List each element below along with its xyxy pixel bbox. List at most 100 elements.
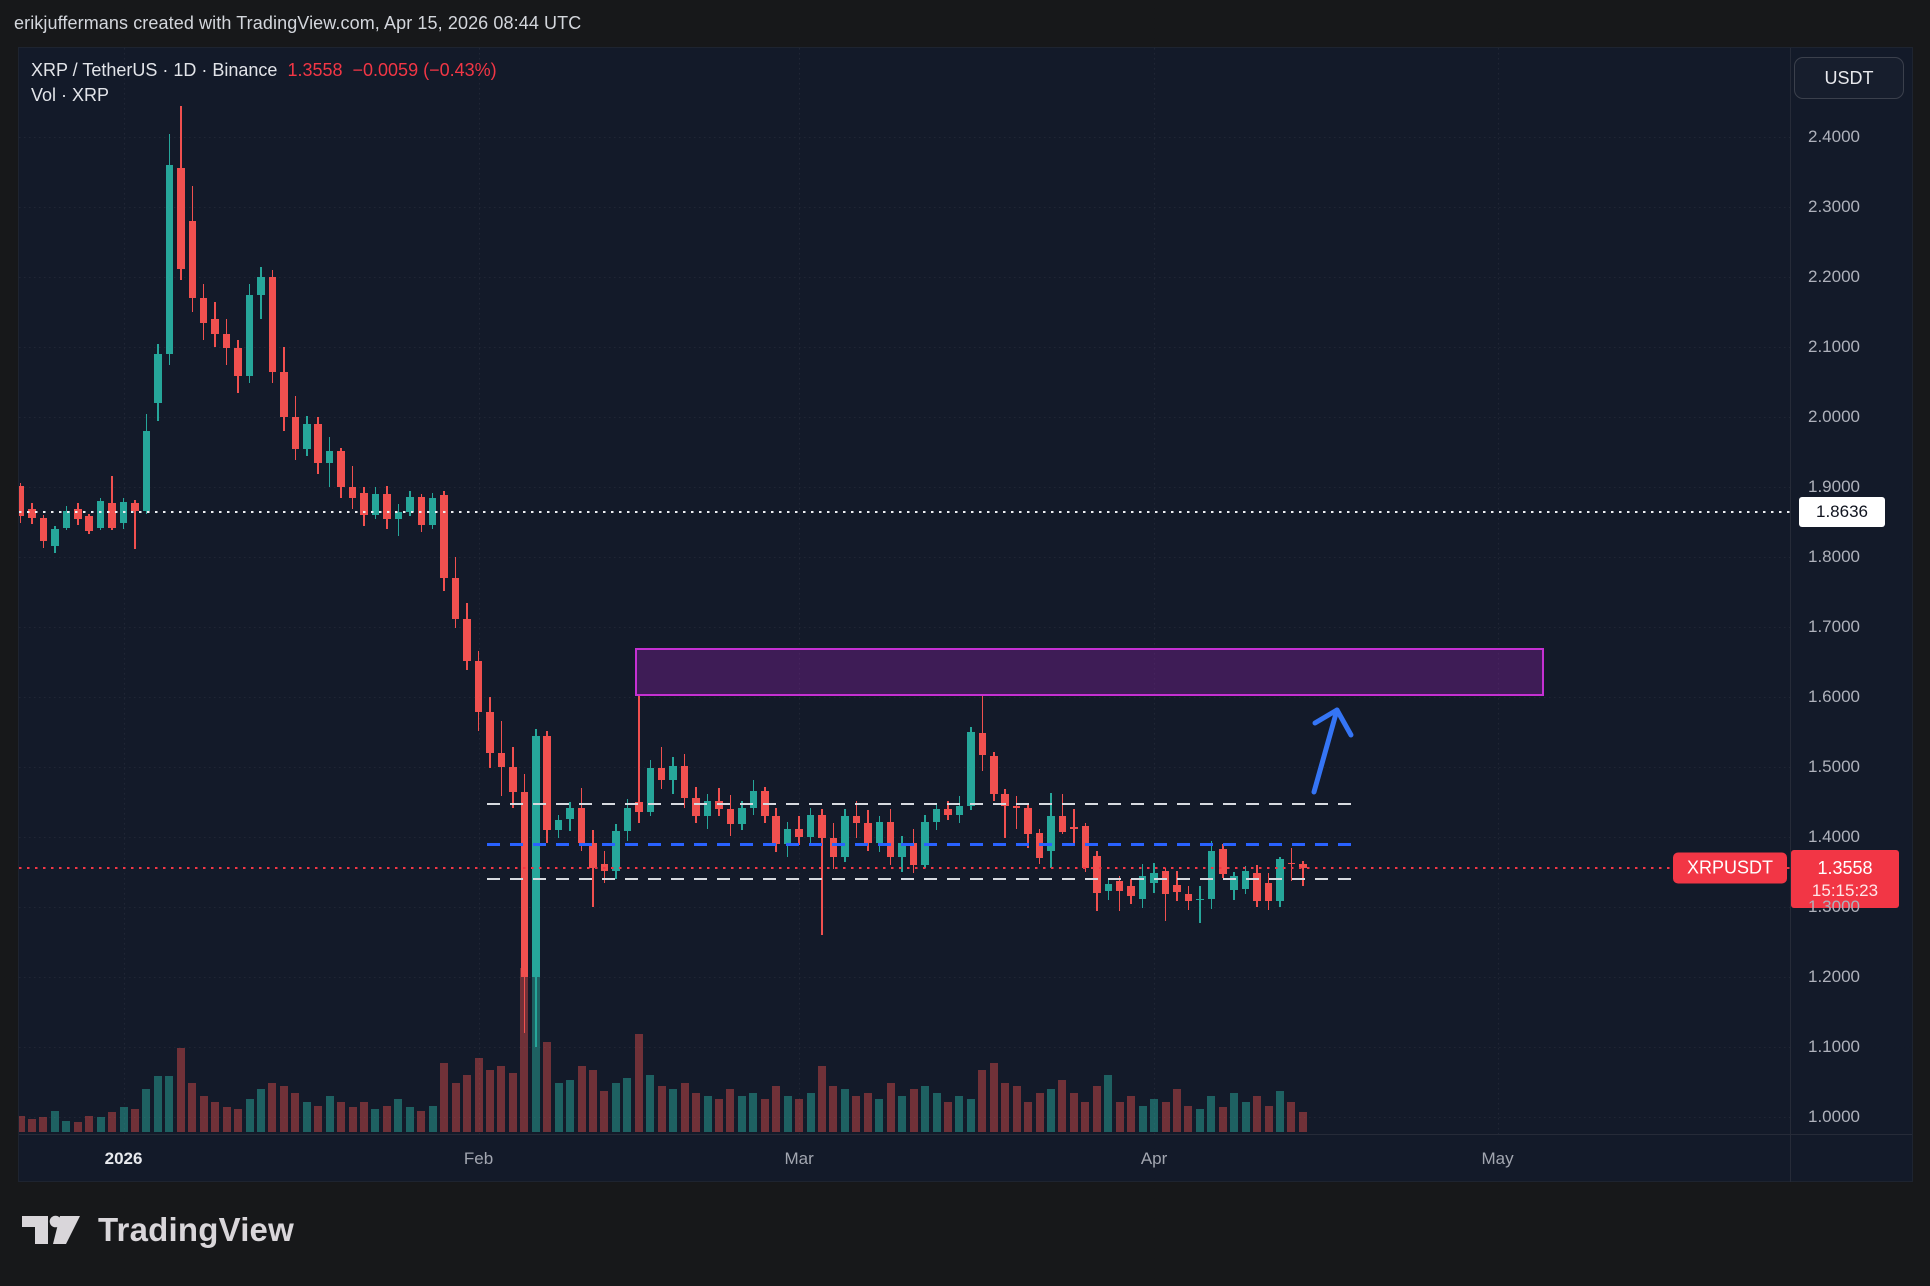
volume-bar [1218, 1107, 1227, 1132]
horizontal-gridline [19, 837, 1790, 838]
bar-countdown: 15:15:23 [1811, 880, 1879, 900]
tradingview-logo[interactable]: TradingView [22, 1208, 294, 1252]
price-tick-label: 1.3000 [1808, 897, 1860, 916]
candle-body [1241, 871, 1250, 889]
candle-body [486, 712, 494, 753]
volume-bar [806, 1092, 815, 1132]
candle-wick [134, 499, 136, 550]
volume-bar [27, 1118, 36, 1132]
legend-volume-row[interactable]: Vol · XRP [31, 83, 497, 108]
volume-bar [909, 1089, 918, 1132]
candle-body [74, 508, 82, 520]
price-level-label: 1.8636 [1799, 497, 1885, 528]
candle-body [589, 842, 597, 868]
volume-bar [1241, 1102, 1250, 1132]
volume-bar [314, 1105, 323, 1132]
candle-body [818, 814, 826, 839]
candle-body [1219, 848, 1227, 875]
dashed-level-line[interactable] [487, 803, 1359, 806]
volume-bar [863, 1092, 872, 1132]
volume-bar [657, 1086, 666, 1132]
candle-wick [1118, 875, 1121, 912]
horizontal-gridline [19, 557, 1790, 558]
candle-body [291, 417, 300, 449]
volume-bar [589, 1069, 597, 1132]
candle-body [142, 431, 151, 511]
volume-bar [646, 1074, 655, 1132]
candle-body [944, 809, 952, 815]
volume-bar [131, 1109, 139, 1132]
volume-bar [955, 1095, 964, 1132]
arrow-up-drawing[interactable] [19, 48, 1790, 1134]
volume-bar [337, 1102, 346, 1132]
candle-wick [821, 809, 823, 935]
currency-toggle-button[interactable]: USDT [1794, 57, 1904, 99]
price-tick-label: 1.9000 [1808, 477, 1860, 496]
volume-bar [302, 1102, 311, 1132]
candle-body [222, 334, 231, 349]
candle-body [703, 800, 712, 816]
volume-bar [966, 1099, 975, 1132]
price-tick-label: 1.4000 [1808, 827, 1860, 846]
candle-body [1173, 884, 1181, 892]
candle-body [417, 496, 425, 525]
time-tick-label-may: May [1481, 1148, 1514, 1168]
volume-bar [737, 1095, 746, 1132]
volume-bar [142, 1089, 151, 1132]
supply-zone-box-drawing[interactable] [635, 648, 1544, 697]
dashed-level-line[interactable] [487, 842, 1359, 846]
volume-bar [749, 1092, 758, 1132]
legend-symbol-row[interactable]: XRP / TetherUS · 1D · Binance 1.3558 −0.… [31, 58, 497, 83]
time-axis[interactable]: 2026 Feb Mar Apr May [19, 1134, 1790, 1182]
vertical-gridline [123, 48, 125, 1134]
candle-body [1207, 851, 1216, 899]
volume-bar [1276, 1091, 1284, 1132]
legend-volume-text[interactable]: Vol · XRP [31, 85, 110, 105]
candle-wick [1302, 860, 1304, 886]
volume-bar [50, 1110, 59, 1132]
volume-bar [325, 1095, 334, 1132]
candle-body [440, 495, 448, 578]
candle-body [211, 319, 219, 335]
volume-bar [360, 1102, 368, 1132]
candle-body [39, 517, 48, 541]
volume-bar [463, 1074, 472, 1132]
volume-bar [818, 1066, 826, 1132]
candle-body [909, 842, 918, 865]
price-tick-label: 1.5000 [1808, 757, 1860, 776]
candle-body [314, 424, 322, 464]
volume-bar [692, 1092, 701, 1132]
candle-wick [1164, 867, 1167, 921]
price-chart-pane[interactable]: XRPUSDT XRP / TetherUS · 1D · Binance 1.… [19, 48, 1790, 1134]
volume-bar [1207, 1095, 1216, 1132]
volume-bar [623, 1077, 632, 1132]
dashed-level-line[interactable] [487, 878, 1359, 880]
volume-bar [669, 1089, 678, 1132]
volume-bar [371, 1109, 380, 1132]
candle-body [1070, 826, 1078, 829]
price-tick-label: 2.0000 [1808, 407, 1860, 426]
time-tick-label-mar: Mar [784, 1148, 814, 1168]
volume-bar [348, 1107, 357, 1132]
candle-body [325, 450, 334, 464]
candle-body [451, 578, 460, 619]
candle-body [795, 828, 803, 837]
horizontal-gridline [19, 1047, 1790, 1048]
horizontal-gridline [19, 627, 1790, 628]
candle-body [1104, 883, 1112, 891]
legend-symbol-text[interactable]: XRP / TetherUS · 1D · Binance [31, 60, 278, 80]
volume-bar [394, 1099, 403, 1132]
price-tick-label: 1.2000 [1808, 967, 1860, 986]
volume-bar [1184, 1105, 1193, 1132]
volume-bar [760, 1099, 769, 1132]
vertical-gridline [478, 48, 480, 1134]
price-tick-label: 2.2000 [1808, 267, 1860, 286]
candle-body [886, 821, 895, 857]
chart-widget: XRPUSDT XRP / TetherUS · 1D · Binance 1.… [18, 47, 1913, 1182]
candle-body [303, 424, 311, 449]
candle-body [932, 809, 941, 822]
price-axis[interactable]: 1.8636 1.3558 15:15:23 1.0000 1.1000 1.200… [1790, 48, 1912, 1134]
horizontal-gridline [19, 277, 1790, 278]
candle-body [188, 221, 196, 298]
candle-body [474, 660, 483, 713]
